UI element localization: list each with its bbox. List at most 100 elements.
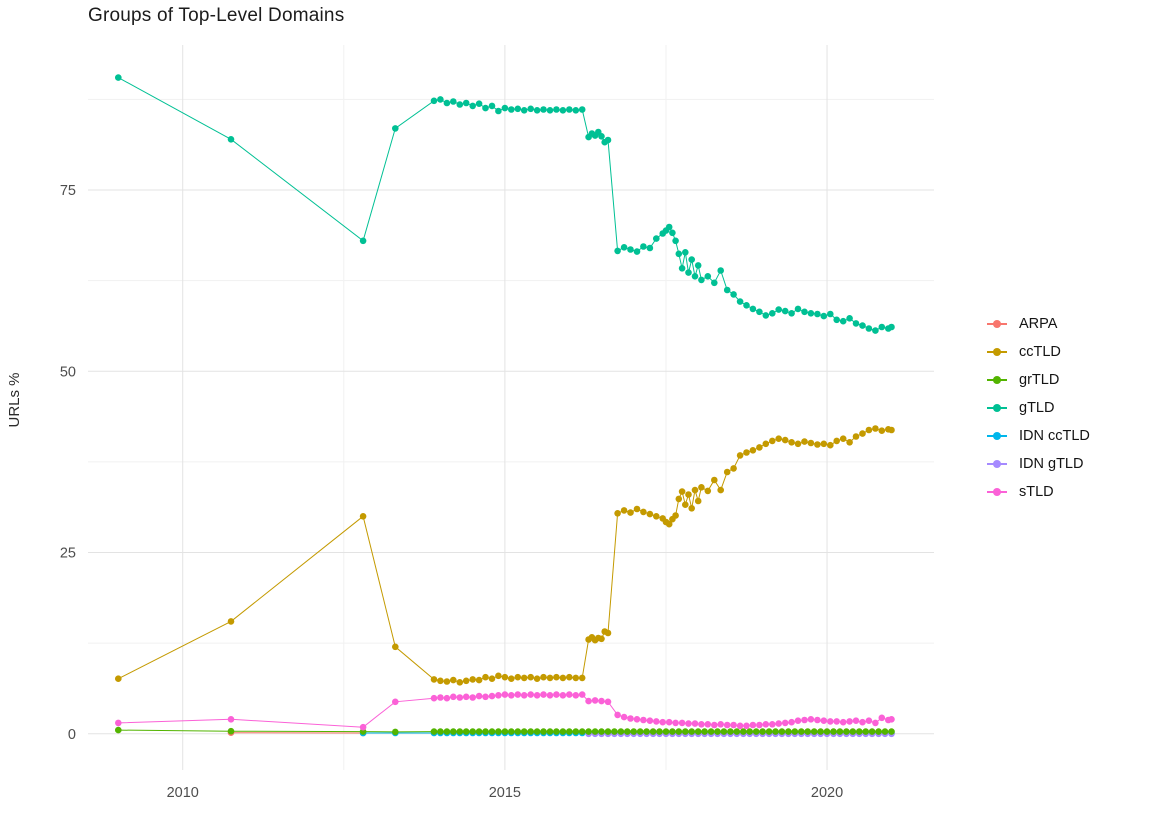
data-point-gtld bbox=[807, 310, 815, 317]
data-point-gtld bbox=[672, 237, 679, 245]
data-point-grtld bbox=[881, 728, 889, 735]
data-point-stld bbox=[775, 720, 782, 727]
data-point-gtld bbox=[801, 308, 808, 316]
data-point-gtld bbox=[437, 96, 444, 103]
data-point-cctld bbox=[620, 507, 628, 514]
data-point-stld bbox=[482, 693, 489, 701]
data-point-stld bbox=[833, 718, 840, 725]
data-point-gtld bbox=[846, 315, 853, 322]
legend-key-idn-gtld bbox=[985, 456, 1009, 472]
data-point-cctld bbox=[495, 672, 502, 680]
data-point-grtld bbox=[707, 728, 715, 735]
data-point-cctld bbox=[546, 674, 554, 682]
data-point-grtld bbox=[791, 728, 799, 735]
data-point-cctld bbox=[698, 484, 705, 491]
data-point-cctld bbox=[633, 505, 641, 513]
data-point-stld bbox=[520, 692, 528, 699]
x-tick-label: 2015 bbox=[489, 785, 521, 801]
data-point-grtld bbox=[746, 728, 753, 735]
data-point-grtld bbox=[514, 728, 522, 735]
data-point-cctld bbox=[888, 426, 895, 434]
data-point-stld bbox=[723, 721, 731, 729]
legend-label: grTLD bbox=[1019, 372, 1060, 388]
data-point-cctld bbox=[475, 676, 483, 684]
data-point-gtld bbox=[736, 298, 744, 305]
data-point-grtld bbox=[682, 728, 689, 735]
data-point-cctld bbox=[878, 427, 886, 435]
data-point-gtld bbox=[646, 244, 654, 252]
data-point-cctld bbox=[430, 676, 438, 683]
data-point-cctld bbox=[462, 677, 470, 685]
data-point-grtld bbox=[752, 728, 760, 735]
legend-item-stld: sTLD bbox=[985, 478, 1090, 506]
data-point-grtld bbox=[604, 728, 612, 735]
legend-label: sTLD bbox=[1019, 484, 1054, 500]
data-point-cctld bbox=[533, 675, 541, 682]
data-point-stld bbox=[627, 715, 634, 722]
data-point-gtld bbox=[852, 320, 860, 327]
data-point-grtld bbox=[611, 728, 618, 735]
data-point-gtld bbox=[627, 246, 634, 253]
data-point-stld bbox=[794, 717, 802, 724]
data-point-grtld bbox=[227, 727, 235, 735]
data-point-grtld bbox=[701, 728, 708, 735]
data-point-stld bbox=[659, 718, 666, 726]
data-point-stld bbox=[578, 691, 586, 698]
data-point-grtld bbox=[115, 726, 122, 734]
data-point-stld bbox=[717, 721, 724, 728]
data-point-grtld bbox=[862, 728, 869, 735]
legend-label: IDN ccTLD bbox=[1019, 428, 1090, 444]
data-point-stld bbox=[878, 714, 886, 722]
data-point-gtld bbox=[694, 262, 702, 269]
data-point-cctld bbox=[508, 675, 515, 682]
data-point-grtld bbox=[656, 728, 663, 735]
data-point-stld bbox=[814, 716, 821, 724]
data-point-stld bbox=[781, 719, 789, 727]
data-point-stld bbox=[711, 721, 718, 729]
data-point-gtld bbox=[717, 267, 724, 274]
data-point-gtld bbox=[653, 235, 660, 242]
data-point-cctld bbox=[653, 513, 660, 520]
data-point-gtld bbox=[669, 229, 676, 237]
data-point-gtld bbox=[833, 316, 840, 324]
legend-item-gtld: gTLD bbox=[985, 394, 1090, 422]
data-point-gtld bbox=[685, 269, 692, 276]
data-point-stld bbox=[653, 718, 660, 725]
data-point-gtld bbox=[533, 107, 541, 114]
data-point-gtld bbox=[788, 310, 795, 317]
data-point-stld bbox=[769, 721, 776, 728]
data-point-grtld bbox=[694, 728, 702, 735]
data-point-grtld bbox=[765, 728, 773, 735]
data-point-grtld bbox=[501, 728, 509, 735]
data-point-cctld bbox=[672, 512, 679, 519]
data-point-grtld bbox=[868, 728, 876, 735]
data-point-grtld bbox=[810, 728, 818, 735]
data-point-cctld bbox=[450, 676, 457, 684]
data-point-cctld bbox=[678, 488, 686, 495]
data-point-gtld bbox=[443, 99, 451, 107]
data-point-grtld bbox=[733, 728, 741, 735]
data-point-grtld bbox=[675, 728, 683, 735]
data-point-cctld bbox=[704, 487, 712, 495]
data-point-stld bbox=[462, 693, 470, 701]
data-point-gtld bbox=[520, 107, 528, 114]
legend-key-gtld bbox=[985, 400, 1009, 416]
legend-key-dot bbox=[993, 488, 1001, 496]
data-point-grtld bbox=[849, 728, 857, 735]
data-point-stld bbox=[443, 694, 451, 702]
data-point-cctld bbox=[685, 491, 692, 498]
data-point-gtld bbox=[691, 273, 699, 280]
data-point-gtld bbox=[392, 125, 399, 132]
data-point-grtld bbox=[643, 728, 650, 735]
data-point-cctld bbox=[694, 497, 702, 505]
data-point-gtld bbox=[482, 104, 489, 112]
data-point-stld bbox=[392, 698, 399, 706]
data-point-gtld bbox=[839, 317, 847, 325]
data-point-cctld bbox=[553, 673, 560, 681]
data-point-stld bbox=[736, 722, 744, 730]
data-point-cctld bbox=[749, 447, 757, 454]
data-point-gtld bbox=[450, 98, 457, 105]
legend-key-grtld bbox=[985, 372, 1009, 388]
data-point-grtld bbox=[591, 728, 599, 735]
data-point-cctld bbox=[514, 673, 522, 681]
